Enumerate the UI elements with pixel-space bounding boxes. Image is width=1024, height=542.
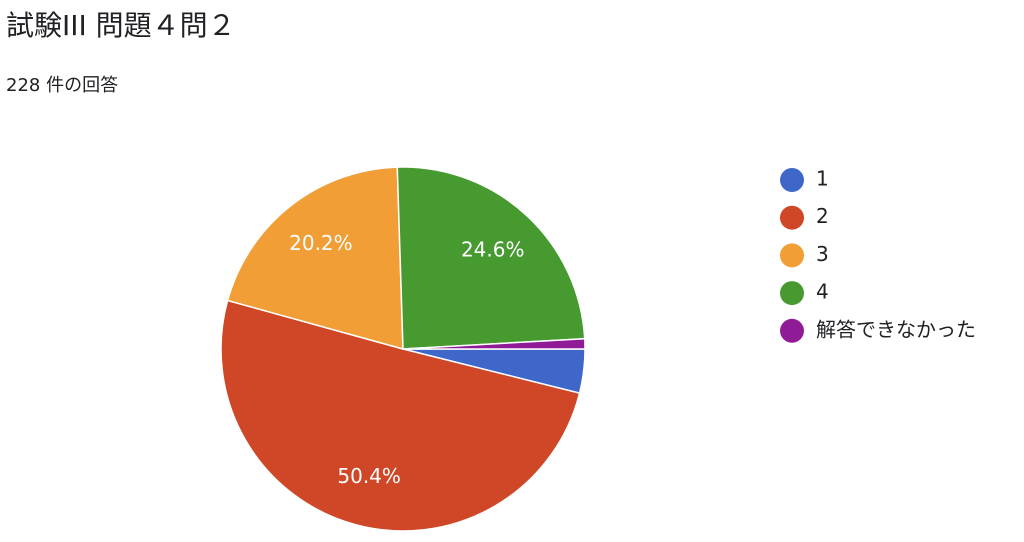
chart-title: 試験III 問題４問２ (6, 9, 236, 42)
legend-marker (780, 243, 804, 268)
data-label: 50.4% (337, 464, 401, 488)
legend-label: 1 (816, 167, 829, 191)
legend-label: 2 (816, 204, 829, 228)
legend-marker (780, 205, 804, 230)
pie-slice (220, 299, 581, 532)
pie-slice (396, 166, 586, 350)
chart-subtitle: 228 件の回答 (6, 75, 118, 96)
legend-marker (780, 281, 804, 306)
pie-slice (226, 166, 404, 350)
legend-label: 解答できなかった (816, 317, 976, 341)
legend-marker (780, 168, 804, 192)
pie-slice (402, 337, 586, 350)
data-label: 20.2% (289, 231, 353, 255)
data-label: 24.6% (461, 238, 525, 262)
legend-marker (780, 318, 804, 343)
legend-label: 4 (816, 280, 829, 304)
legend-label: 3 (816, 242, 829, 266)
